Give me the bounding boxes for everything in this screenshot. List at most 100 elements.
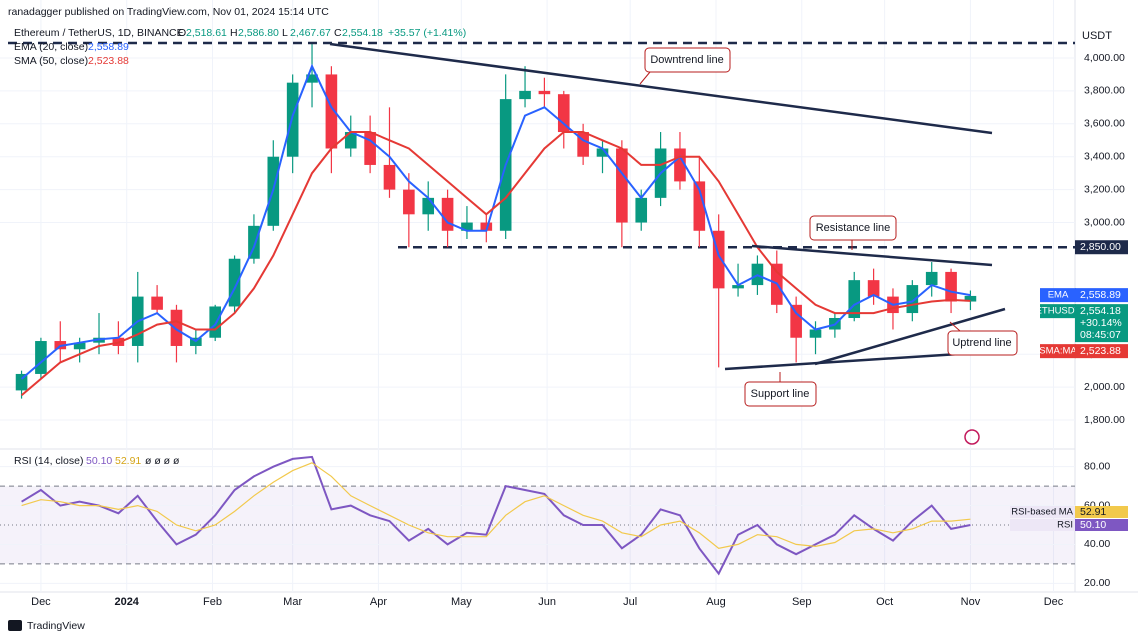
- x-tick-label: Oct: [876, 596, 893, 608]
- footer: TradingView: [27, 620, 85, 632]
- candle-body: [577, 132, 589, 157]
- x-tick-label: 2024: [114, 596, 139, 608]
- candle-body: [867, 280, 880, 297]
- candle-body: [925, 271, 938, 286]
- rsi-band: [0, 486, 1075, 564]
- candle-body: [616, 148, 628, 223]
- candle-body: [73, 342, 86, 350]
- candle-body: [732, 285, 744, 289]
- footer-logo: [8, 620, 22, 631]
- price-label-name: EMA: [1048, 290, 1069, 301]
- rsi-label: 52.91: [1080, 506, 1106, 518]
- candle-body: [364, 132, 376, 165]
- rsi-label-name-box: [1010, 506, 1076, 518]
- logo-icon: [964, 429, 980, 445]
- ohlc-value: 2,554.18: [342, 27, 383, 39]
- level-label-box: [1075, 240, 1128, 255]
- x-tick-label: Feb: [203, 596, 222, 608]
- uptrend-line: [814, 307, 1006, 366]
- price-label-name-box: [1040, 344, 1076, 359]
- annotation: Uptrend line: [952, 337, 1011, 349]
- price-label-name-box: [1040, 288, 1076, 303]
- rsi-label-name: RSI: [1057, 520, 1073, 531]
- candle-body: [306, 74, 318, 83]
- annotation: Downtrend line: [650, 54, 723, 66]
- annotation-texts: Downtrend line Resistance line Support l…: [650, 54, 1011, 400]
- y-tick-label: 3,600.00: [1084, 118, 1125, 130]
- x-tick-label: Dec: [31, 596, 51, 608]
- legend-value: 2,523.88: [88, 55, 129, 67]
- drawings: [8, 41, 1075, 371]
- symbol: Ethereum / TetherUS, 1D, BINANCE: [14, 27, 184, 39]
- candle-body: [422, 197, 435, 215]
- x-tick-label: Jun: [538, 596, 556, 608]
- rsi-label-box: [1075, 506, 1128, 518]
- price-label-name: SMA:MA: [1039, 346, 1077, 357]
- level-label: 2,850.00: [1080, 241, 1121, 253]
- ohlc-key: C: [334, 27, 342, 39]
- candle-body: [228, 258, 241, 307]
- legend-extra: ø ø ø ø: [145, 455, 180, 467]
- price-label-box: [1075, 344, 1128, 359]
- x-tick-label: Mar: [283, 596, 302, 608]
- candle-body: [712, 230, 725, 289]
- y-tick-label: 3,800.00: [1084, 85, 1125, 97]
- ohlc-key: O: [178, 27, 186, 39]
- y-tick-label: 1,800.00: [1084, 414, 1125, 426]
- price-label-box: [1075, 304, 1128, 343]
- price-label-box: [1075, 288, 1128, 303]
- price-label-name: ETHUSDT: [1036, 306, 1081, 317]
- price-label: 2,554.18: [1080, 305, 1121, 317]
- candle-body: [906, 285, 919, 314]
- price-label-countdown: 08:45:07: [1080, 329, 1121, 341]
- candle-body: [325, 74, 338, 149]
- callout-box: [644, 47, 731, 73]
- candle-body: [286, 82, 299, 157]
- y-tick-label: 40.00: [1084, 538, 1110, 550]
- x-tick-label: Dec: [1044, 596, 1064, 608]
- candle-body: [248, 225, 260, 259]
- candle-body: [790, 304, 802, 338]
- ohlc: O 2,518.61 H 2,586.80 L 2,467.67 C 2,554.18: [178, 27, 383, 39]
- candle-body: [15, 373, 28, 391]
- currency: USDT: [1082, 30, 1112, 42]
- y-tick-label: 20.00: [1084, 577, 1110, 589]
- rsi-line: [21, 462, 971, 549]
- legend-name: SMA (50, close): [14, 55, 88, 67]
- candle-body: [693, 181, 706, 231]
- y-tick-label: 3,000.00: [1084, 216, 1125, 228]
- downtrend-line: [329, 42, 993, 135]
- annotation: Support line: [751, 388, 810, 400]
- callout-box: [947, 330, 1018, 356]
- rsi-label-box: [1075, 519, 1128, 531]
- resistance-trend-line: [751, 244, 993, 267]
- x-tick-label: Apr: [370, 596, 387, 608]
- candle-body: [383, 164, 396, 190]
- y-tick-label: 80.00: [1084, 460, 1110, 472]
- ma-line: [20, 63, 971, 380]
- y-tick-label: 4,000.00: [1084, 52, 1125, 64]
- candle-body: [170, 309, 183, 346]
- candle-body: [209, 306, 222, 338]
- rsi-label: 50.10: [1080, 519, 1106, 531]
- ma-line: [20, 131, 971, 397]
- candle-body: [809, 329, 822, 338]
- x-tick-label: Sep: [792, 596, 812, 608]
- x-tick-label: May: [451, 596, 472, 608]
- legend-name: EMA (20, close): [14, 41, 88, 53]
- candle-body: [945, 271, 957, 302]
- legend-value: 50.10: [86, 455, 112, 467]
- candle-body: [596, 148, 609, 157]
- candle-body: [151, 296, 163, 310]
- price-label: 2,523.88: [1080, 345, 1121, 357]
- callout-pointer: [949, 321, 961, 332]
- candle-body: [441, 197, 454, 231]
- candle-body: [635, 197, 648, 223]
- callout-pointer: [639, 71, 651, 85]
- rsi-label-name: RSI-based MA: [1011, 507, 1073, 518]
- callouts: [639, 47, 1018, 407]
- x-tick-label: Jul: [623, 596, 637, 608]
- grid: [0, 0, 1075, 592]
- candle-body: [403, 189, 415, 215]
